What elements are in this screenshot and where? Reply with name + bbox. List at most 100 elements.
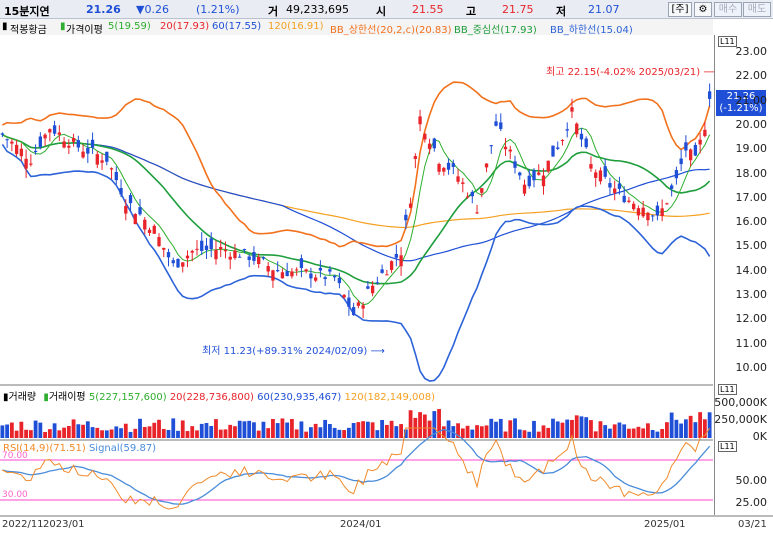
volume-bar: [147, 426, 152, 438]
sell-button[interactable]: 매도: [743, 2, 771, 17]
stock-type-button[interactable]: [주]: [668, 2, 692, 17]
candle: [38, 136, 43, 148]
legend-marker-icon: ▮: [60, 21, 66, 32]
volume-bar: [508, 420, 513, 438]
period-label[interactable]: 15분지연: [4, 5, 50, 18]
candle: [176, 258, 180, 268]
open-label: 시: [376, 5, 387, 18]
volume-bar: [119, 428, 123, 438]
volume-bar: [52, 423, 57, 438]
rsi-30-label: 30.00: [2, 490, 28, 500]
candle: [143, 219, 147, 230]
candle: [508, 149, 512, 152]
candle: [461, 182, 465, 184]
volume-bar: [114, 426, 119, 438]
candle: [223, 250, 228, 252]
volume-bar: [62, 427, 66, 438]
volume-bar: [19, 421, 24, 438]
candle: [0, 133, 5, 135]
volume-bar: [356, 422, 361, 438]
volume-bar: [688, 415, 693, 438]
volume-bar: [403, 429, 408, 438]
candle: [67, 145, 71, 148]
volume-axis-toggle-icon[interactable]: L11: [718, 384, 737, 395]
volume-bar: [237, 420, 242, 438]
volume-bar: [142, 427, 147, 438]
volume-bar: [313, 423, 318, 438]
ma5-line: [2, 127, 711, 306]
y-axis-tick: 16.00: [735, 215, 768, 229]
volume-bar: [209, 425, 214, 438]
candle: [399, 255, 403, 267]
axis-toggle-icon[interactable]: L11: [718, 36, 737, 47]
volume-bar: [195, 430, 199, 438]
volume-bar: [617, 422, 622, 438]
volume-bar: [365, 421, 370, 438]
candle: [556, 147, 560, 149]
legend-bar: ▮ 적봉황금 ▮ 가격이평 5(19.59) 20(17.93) 60(17.5…: [0, 19, 713, 36]
y-axis-tick: 10.00: [735, 360, 768, 374]
volume-bar: [627, 428, 631, 438]
volume-bar: [408, 410, 413, 438]
volume-label: 거: [268, 5, 279, 18]
candle: [200, 240, 204, 251]
volume-bar: [218, 429, 223, 438]
volume-bar: [399, 424, 403, 438]
rsi-axis-tick: 25.00: [735, 496, 768, 509]
candle: [660, 208, 664, 217]
candle: [703, 129, 707, 137]
candle: [105, 151, 109, 162]
header-bar: 15분지연 21.26 ▼0.26 (1.21%) 거 49,233,695 시…: [0, 0, 773, 19]
volume-bar: [90, 427, 95, 438]
buy-button[interactable]: 매수: [714, 2, 742, 17]
candle: [181, 262, 185, 267]
candle: [503, 146, 508, 150]
volume-value: 49,233,695: [286, 3, 349, 16]
candle: [698, 139, 702, 145]
volume-bar: [66, 425, 71, 438]
y-axis-tick: 19.00: [735, 142, 768, 156]
volume-bar: [43, 431, 47, 438]
rsi-axis-toggle-icon[interactable]: L11: [718, 441, 737, 452]
candle: [442, 167, 446, 172]
volume-bar: [266, 428, 271, 438]
vol-axis-tick: 250,000K: [714, 413, 767, 426]
volume-bar: [456, 423, 460, 438]
candle: [138, 207, 142, 215]
volume-bar: [256, 430, 261, 438]
high-label: 고: [466, 5, 477, 18]
volume-bar: [76, 424, 81, 438]
volume-bar: [9, 422, 14, 438]
volume-bar: [660, 429, 665, 438]
candle: [228, 256, 232, 260]
candle: [484, 163, 489, 168]
volume-bar: [24, 429, 29, 438]
candle: [195, 248, 199, 250]
candle: [546, 160, 550, 172]
volume-bar: [555, 421, 560, 438]
legend-signal: Signal(59.87): [88, 443, 157, 454]
volume-bar: [489, 418, 494, 438]
volume-bar: [47, 429, 52, 438]
candle: [418, 116, 422, 125]
x-axis-tick: 2022/11: [2, 519, 44, 530]
vol-axis-tick: 500,000K: [714, 396, 767, 409]
low-annotation: 최저 11.23(+89.31% 2024/02/09) ⟶: [202, 346, 385, 357]
bb-mid-line: [2, 134, 711, 285]
rsi-70-label: 70.00: [2, 451, 28, 461]
legend-marker-icon: ▮: [43, 392, 49, 403]
legend-vol-title: 거래량: [8, 392, 37, 403]
volume-bar: [294, 429, 299, 438]
ma120-line: [2, 134, 710, 229]
volume-bar: [275, 423, 280, 438]
candle: [560, 140, 565, 142]
candle: [361, 305, 365, 309]
volume-bar: [631, 428, 636, 438]
legend-vol60: 60(230,935,467): [257, 392, 342, 403]
volume-bar: [422, 414, 427, 438]
settings-icon[interactable]: ⚙: [694, 2, 712, 17]
candle: [608, 183, 612, 188]
x-axis-tick: 2025/01: [644, 519, 686, 530]
candle: [133, 213, 137, 225]
